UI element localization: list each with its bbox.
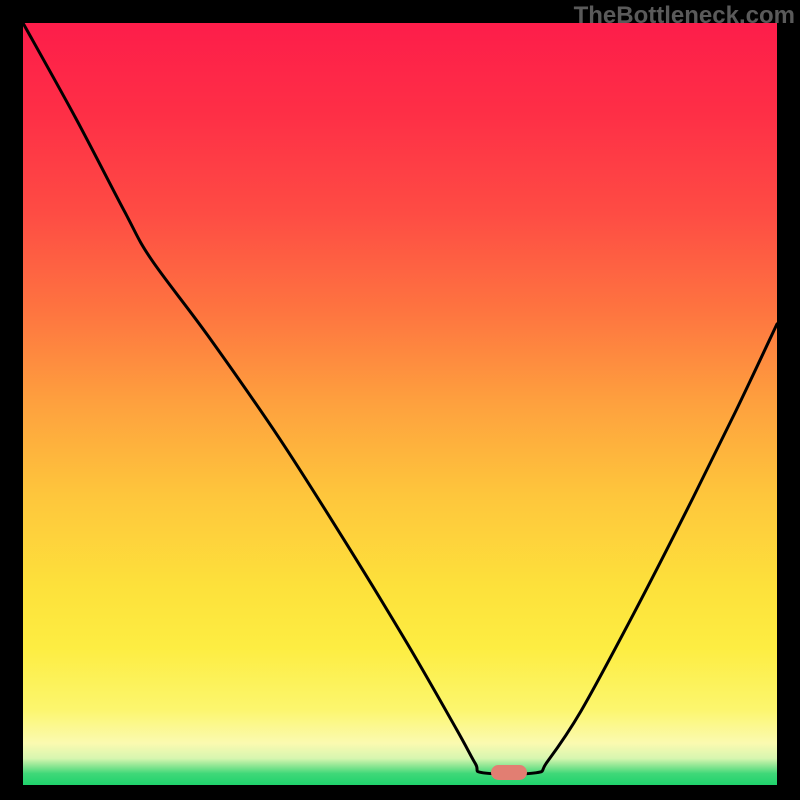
trough-marker (491, 765, 527, 780)
watermark-text: TheBottleneck.com (574, 2, 795, 30)
plot-area (23, 23, 777, 785)
bottleneck-curve (23, 23, 777, 785)
bottleneck-curve-path (23, 23, 777, 774)
